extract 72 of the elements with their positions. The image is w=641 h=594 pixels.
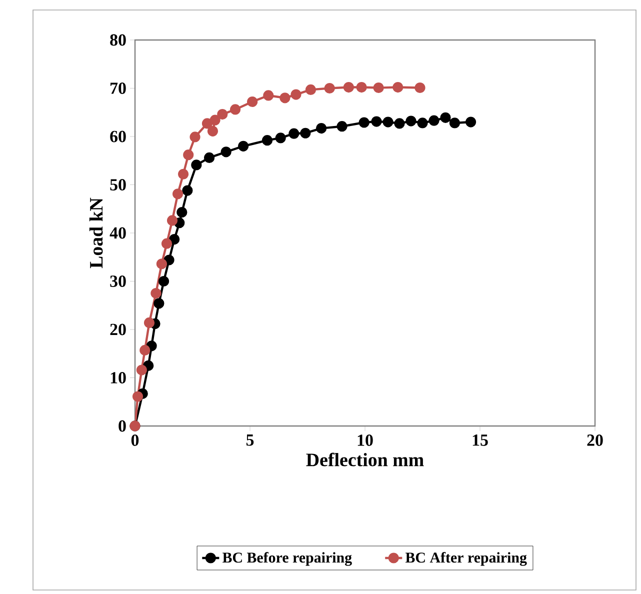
- point: [300, 128, 311, 138]
- legend-label: BC Before repairing: [222, 552, 352, 566]
- y-tick-label: 70: [110, 82, 126, 94]
- point: [382, 116, 394, 128]
- point: [343, 82, 354, 93]
- point: [136, 364, 147, 376]
- x-tick-label: 20: [587, 434, 603, 446]
- point: [190, 132, 200, 142]
- point: [417, 118, 428, 128]
- point: [202, 118, 213, 129]
- y-tick-label: 50: [110, 179, 126, 190]
- point: [132, 391, 144, 402]
- legend-label: BC After repairing: [405, 552, 527, 566]
- point: [275, 132, 286, 144]
- point: [178, 168, 189, 180]
- x-tick-label: 0: [131, 434, 139, 446]
- point: [158, 276, 170, 287]
- point: [336, 121, 348, 132]
- point: [288, 128, 300, 139]
- y-tick-label: 80: [110, 34, 126, 46]
- point: [169, 234, 180, 245]
- y-tick-label: 40: [110, 227, 126, 239]
- point: [406, 116, 416, 126]
- y-tick-label: 20: [110, 324, 126, 336]
- x-axis-title: Deflection mm: [306, 452, 424, 466]
- x-tick-label: 15: [472, 434, 488, 446]
- point: [154, 298, 164, 309]
- point: [392, 82, 404, 93]
- point: [262, 135, 273, 146]
- point: [156, 258, 167, 270]
- point: [238, 140, 249, 152]
- point: [210, 114, 220, 126]
- point: [161, 238, 172, 249]
- point: [371, 116, 382, 127]
- x-tick-label: 10: [358, 434, 373, 446]
- y-tick-label: 30: [110, 276, 126, 287]
- point: [305, 84, 316, 95]
- point: [204, 152, 215, 164]
- point: [230, 104, 241, 115]
- x-tick-label: 5: [246, 434, 254, 446]
- point: [290, 89, 302, 100]
- point: [144, 317, 155, 328]
- point: [466, 116, 476, 128]
- y-axis-title: Load kN: [89, 198, 103, 268]
- point: [324, 82, 335, 94]
- point: [316, 122, 327, 134]
- point: [247, 96, 258, 108]
- point: [150, 288, 162, 299]
- point: [358, 117, 370, 128]
- y-tick-label: 10: [110, 372, 126, 384]
- point: [166, 215, 178, 226]
- point: [176, 206, 188, 218]
- point: [394, 118, 405, 129]
- y-tick-label: 0: [118, 420, 126, 432]
- point: [356, 82, 367, 93]
- point: [373, 82, 384, 94]
- point: [172, 188, 184, 200]
- point: [140, 344, 150, 356]
- point: [263, 90, 274, 101]
- point: [414, 82, 426, 94]
- y-tick-label: 60: [110, 130, 126, 142]
- point: [220, 146, 232, 158]
- point: [164, 254, 174, 266]
- point: [440, 112, 451, 123]
- point: [449, 118, 460, 128]
- point: [207, 126, 218, 136]
- point: [183, 150, 194, 160]
- point: [191, 160, 202, 170]
- point: [182, 185, 193, 196]
- point: [217, 108, 228, 120]
- point: [280, 92, 290, 104]
- point: [428, 115, 440, 126]
